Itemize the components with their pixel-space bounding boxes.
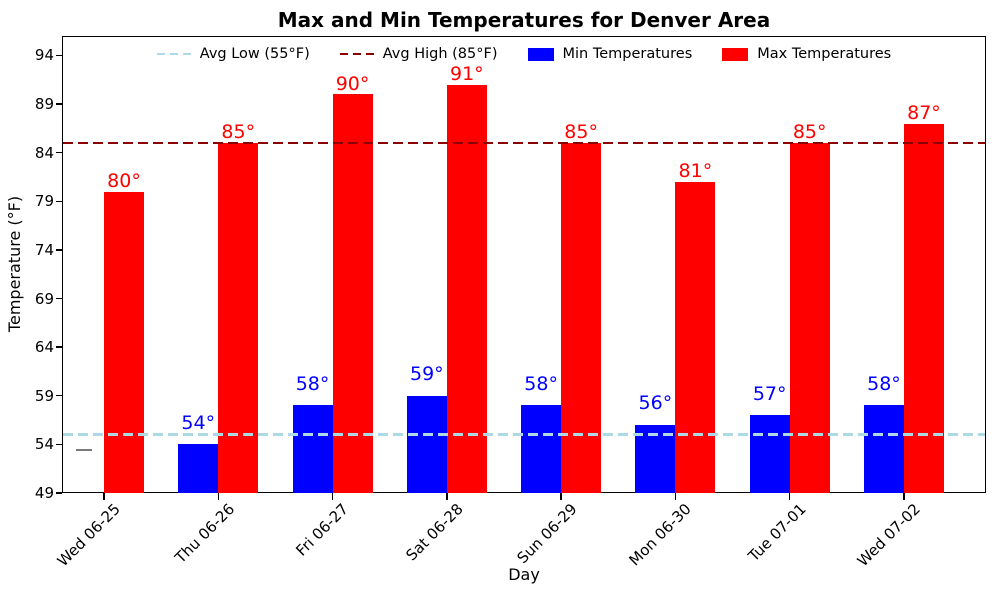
y-tick [55, 200, 62, 202]
ytick-label: 74 [34, 240, 54, 259]
legend-label: Min Temperatures [562, 46, 693, 62]
legend-patch-swatch [527, 47, 554, 61]
ytick-label: 64 [34, 338, 54, 357]
max-bar [446, 84, 487, 493]
max-value-label: 85° [564, 121, 598, 144]
avg-high-line [63, 141, 985, 145]
ytick-label: 54 [34, 435, 54, 454]
max-value-label: 80° [107, 170, 141, 193]
min-value-label: 56° [638, 392, 673, 415]
legend-dash-swatch [339, 52, 374, 56]
legend-item: Avg High (85°F) [339, 46, 498, 62]
avg-low-line [63, 433, 985, 437]
min-value-label: 54° [181, 411, 216, 434]
y-tick [55, 103, 62, 105]
legend-label: Avg High (85°F) [382, 46, 498, 62]
y-tick [55, 249, 62, 251]
chart-legend: Avg Low (55°F) Avg High (85°F) Min Tempera… [62, 46, 986, 62]
x-tick [560, 493, 562, 500]
max-value-label: 87° [907, 102, 941, 124]
legend-label: Max Temperatures [757, 46, 892, 62]
xtick-label: Wed 07-02 [853, 500, 924, 571]
max-bar [789, 142, 830, 493]
x-tick [446, 493, 448, 500]
max-value-label: 85° [221, 121, 256, 144]
xtick-label: Sat 06-28 [402, 500, 467, 565]
xtick-label: Wed 06-25 [53, 500, 124, 571]
max-bar [332, 94, 373, 493]
y-tick [55, 395, 62, 397]
ytick-label: 59 [34, 386, 54, 405]
max-bar [675, 181, 716, 493]
ytick-label: 94 [34, 46, 54, 65]
xtick-label: Mon 06-30 [625, 500, 696, 570]
max-value-label: 81° [678, 160, 713, 183]
legend-patch-swatch [722, 47, 749, 61]
min-bar [406, 395, 447, 493]
ytick-label: 49 [34, 484, 54, 502]
min-bar [292, 405, 333, 493]
min-value-label: 58° [867, 372, 901, 395]
y-tick [55, 492, 62, 494]
min-bar [749, 415, 790, 493]
legend-dash-swatch [156, 52, 191, 56]
xtick-label: Tue 07-01 [744, 500, 810, 566]
ytick-label: 69 [34, 289, 54, 308]
max-bar [104, 191, 144, 493]
y-tick [55, 54, 62, 57]
x-tick [103, 493, 105, 500]
xtick-label: Fri 06-27 [292, 500, 353, 560]
x-tick [331, 493, 334, 500]
x-tick [217, 493, 219, 500]
y-tick [55, 297, 62, 300]
ytick-label: 89 [34, 95, 54, 114]
min-bar [178, 444, 219, 493]
min-value-label: 57° [752, 382, 787, 405]
ytick-label: 84 [34, 143, 54, 162]
xtick-label: Sun 06-29 [513, 500, 581, 568]
min-bar [635, 424, 676, 493]
x-axis-label: Day [508, 565, 540, 584]
xtick-label: Thu 06-26 [171, 500, 239, 567]
max-bar [903, 123, 944, 493]
y-tick [55, 346, 62, 348]
min-bar [521, 405, 562, 493]
legend-item: Avg Low (55°F) [156, 46, 310, 62]
legend-item: Min Temperatures [527, 46, 693, 62]
x-tick [788, 493, 791, 500]
chart-title: Max and Min Temperatures for Denver Area [277, 8, 771, 32]
max-bar [561, 142, 602, 493]
legend-label: Avg Low (55°F) [199, 46, 310, 62]
x-tick [903, 493, 905, 500]
min-value-label: 59° [409, 363, 444, 386]
min-value-label: 58° [524, 372, 558, 395]
max-value-label: 91° [449, 63, 484, 86]
min-bar [863, 405, 904, 493]
max-bar [218, 142, 259, 493]
x-tick [674, 493, 677, 500]
y-tick [55, 443, 62, 446]
legend-item: Max Temperatures [722, 46, 891, 62]
max-value-label: 90° [335, 72, 370, 95]
min-value-label: 58° [295, 372, 330, 395]
ytick-label: 79 [34, 192, 54, 211]
max-value-label: 85° [792, 121, 827, 144]
y-tick [55, 151, 62, 154]
missing-min-marker [76, 449, 92, 452]
